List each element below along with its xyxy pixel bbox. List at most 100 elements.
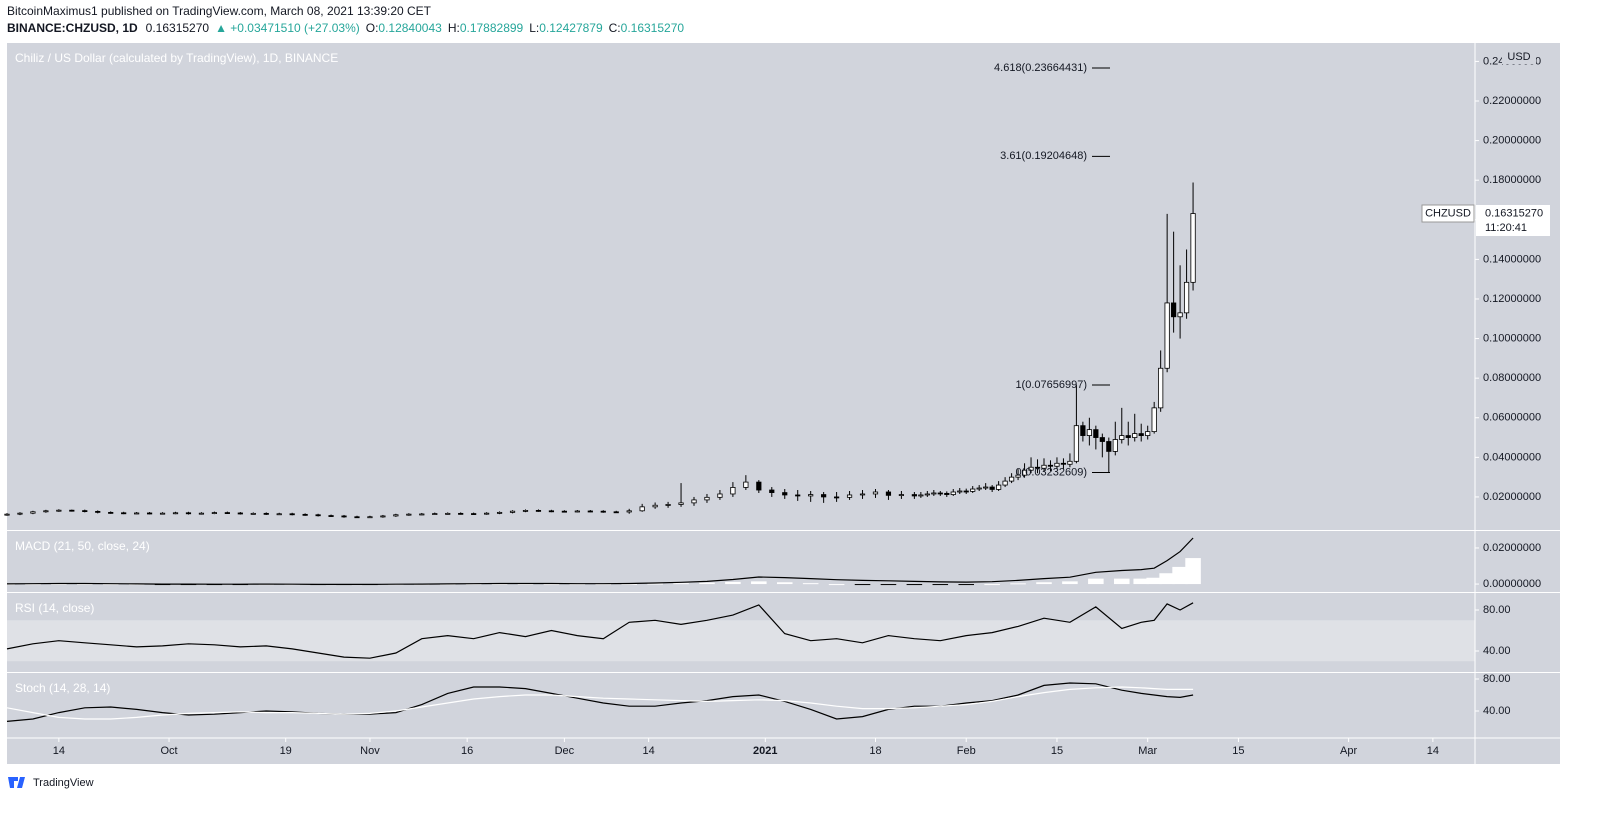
- candle-body: [496, 511, 503, 514]
- indicator-line: [6, 602, 1194, 659]
- candle-body: [315, 514, 321, 517]
- y-tick-label: 0.04000000: [1483, 451, 1541, 463]
- candle-body: [1028, 466, 1034, 471]
- candle-body: [1099, 437, 1105, 442]
- chart-title: Chiliz / US Dollar (calculated by Tradin…: [15, 51, 338, 65]
- candle-body: [198, 512, 205, 515]
- candle-body: [548, 510, 555, 513]
- candle-body: [821, 494, 827, 498]
- candle-body: [1041, 464, 1047, 469]
- y-tick-label: 0.14000000: [1483, 253, 1541, 265]
- candle-body: [1093, 429, 1099, 438]
- candle-body: [1073, 425, 1080, 462]
- candle-body: [600, 510, 606, 513]
- candle-body: [1034, 466, 1041, 469]
- candle-body: [885, 491, 892, 496]
- histogram-bar: [439, 584, 456, 586]
- currency-box: [1502, 50, 1536, 64]
- candle-body: [172, 512, 179, 515]
- histogram-bar: [76, 583, 93, 585]
- marks: 0.02000000 0.04000000 0.06000000 0.08000000…: [0, 55, 1560, 757]
- x-tick-label: Dec: [555, 745, 575, 757]
- candle-body: [1183, 281, 1190, 314]
- histogram-bar: [1172, 566, 1188, 585]
- last: 0.16315270: [146, 21, 210, 35]
- candle-body: [134, 512, 140, 515]
- ohlc-key: H:: [448, 21, 460, 35]
- change: ▲ +0.03471510 (+27.03%): [215, 21, 360, 35]
- candle-body: [393, 514, 399, 517]
- candle-body: [224, 512, 230, 514]
- candle-body: [756, 481, 762, 491]
- candle-body: [341, 515, 347, 518]
- candle-body: [859, 493, 866, 496]
- x-tick-label: 2021: [753, 745, 777, 757]
- candle-body: [743, 481, 749, 488]
- histogram-bar: [569, 584, 586, 586]
- histogram-bar: [699, 582, 715, 585]
- candle-body: [56, 509, 62, 512]
- y-tick-label: 0.06000000: [1483, 412, 1541, 424]
- candle-body: [484, 512, 490, 515]
- x-tick-label: 15: [1051, 745, 1063, 757]
- price-value: 0.16315270: [1485, 207, 1543, 219]
- candle-body: [808, 494, 814, 497]
- y-tick-label: 0.08000000: [1483, 372, 1541, 384]
- candle-body: [1080, 425, 1086, 436]
- histogram-bar: [958, 584, 975, 586]
- candle-body: [406, 513, 412, 516]
- candle-body: [432, 513, 438, 515]
- y-tick-label: 0.00000000: [1483, 578, 1541, 590]
- y-tick-label: 80.00: [1483, 673, 1511, 685]
- candle-body: [1151, 407, 1157, 433]
- candle-body: [970, 488, 976, 492]
- fib-label: 4.618(0.23664431): [994, 62, 1087, 74]
- ohlc-value: 0.16315270: [621, 21, 685, 35]
- candle-body: [69, 509, 75, 512]
- candle-body: [1177, 312, 1183, 318]
- candle-body: [1002, 480, 1008, 486]
- candle-body: [691, 499, 697, 504]
- histogram-bar: [1133, 578, 1149, 585]
- candle-body: [1138, 433, 1144, 436]
- candle-body: [833, 496, 840, 499]
- histogram-bar: [543, 584, 560, 586]
- currency: USD: [1507, 51, 1530, 63]
- histogram-bar: [1062, 581, 1078, 585]
- y-tick-label: 0.12000000: [1483, 293, 1541, 305]
- candle-body: [898, 494, 905, 496]
- ohlc-key: L:: [529, 21, 539, 35]
- candle-body: [1171, 302, 1177, 318]
- histogram-bar: [1088, 578, 1104, 585]
- histogram-bar: [880, 584, 897, 586]
- candle-body: [1086, 429, 1092, 436]
- candle-body: [989, 486, 995, 490]
- ohlc-value: 0.12427879: [539, 21, 603, 35]
- rsi-band: [7, 620, 1475, 662]
- candle-body: [43, 510, 49, 513]
- histogram-bar: [102, 584, 119, 586]
- candle-body: [509, 510, 516, 513]
- histogram-bar: [1159, 573, 1175, 585]
- logo: [8, 777, 25, 788]
- candle-body: [419, 513, 425, 516]
- histogram-bar: [776, 582, 793, 585]
- candle-body: [717, 493, 723, 498]
- histogram-bar: [751, 581, 767, 585]
- candle-body: [445, 512, 451, 515]
- candle-body: [587, 510, 593, 513]
- candle-body: [17, 512, 23, 515]
- fib-label: 3.61(0.19204648): [1000, 150, 1087, 162]
- candle-body: [1190, 213, 1196, 283]
- histogram-bar: [1036, 582, 1052, 585]
- candle-body: [626, 510, 632, 513]
- pane-title: Stoch (14, 28, 14): [15, 681, 110, 695]
- candle-body: [121, 512, 127, 515]
- candle-body: [976, 487, 982, 490]
- candle-body: [846, 494, 853, 498]
- candle-body: [782, 492, 788, 496]
- candle-body: [872, 491, 879, 495]
- candle-body: [458, 512, 464, 515]
- candle-body: [146, 512, 153, 515]
